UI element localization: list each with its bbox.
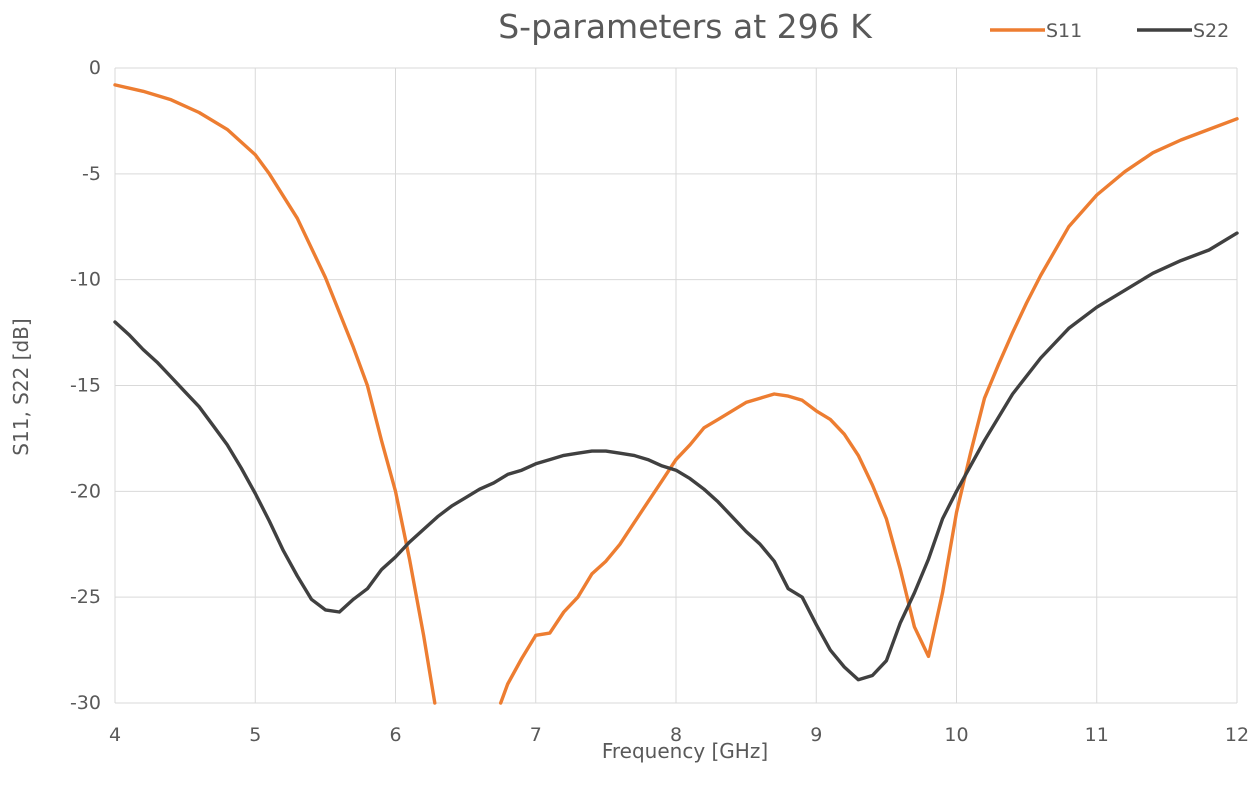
legend: S11 S22 xyxy=(990,20,1229,42)
legend-label-s22: S22 xyxy=(1193,20,1229,42)
x-tick-labels: 4 5 6 7 8 9 10 11 12 xyxy=(109,724,1249,746)
y-tick-label: -10 xyxy=(70,269,101,291)
y-tick-label: 0 xyxy=(89,57,101,79)
y-tick-labels: 0 -5 -10 -15 -20 -25 -30 xyxy=(70,57,101,714)
y-tick-label: -20 xyxy=(70,480,101,502)
x-tick-label: 11 xyxy=(1085,724,1109,746)
x-tick-label: 7 xyxy=(530,724,542,746)
y-axis-label: S11, S22 [dB] xyxy=(9,318,33,455)
legend-label-s11: S11 xyxy=(1046,20,1082,42)
series-line-s11 xyxy=(113,83,1239,705)
x-tick-label: 12 xyxy=(1225,724,1249,746)
y-tick-label: -5 xyxy=(82,163,101,185)
plot-area xyxy=(113,83,1239,705)
y-tick-label: -25 xyxy=(70,586,101,608)
x-tick-label: 6 xyxy=(389,724,401,746)
x-tick-label: 9 xyxy=(810,724,822,746)
y-tick-label: -30 xyxy=(70,692,101,714)
x-tick-label: 5 xyxy=(249,724,261,746)
grid xyxy=(114,67,1238,704)
x-tick-label: 4 xyxy=(109,724,121,746)
x-tick-label: 8 xyxy=(670,724,682,746)
x-tick-label: 10 xyxy=(944,724,968,746)
x-axis-label: Frequency [GHz] xyxy=(602,739,768,763)
chart-title: S-parameters at 296 K xyxy=(498,7,873,46)
series-line-s22 xyxy=(113,231,1239,682)
y-tick-label: -15 xyxy=(70,375,101,397)
